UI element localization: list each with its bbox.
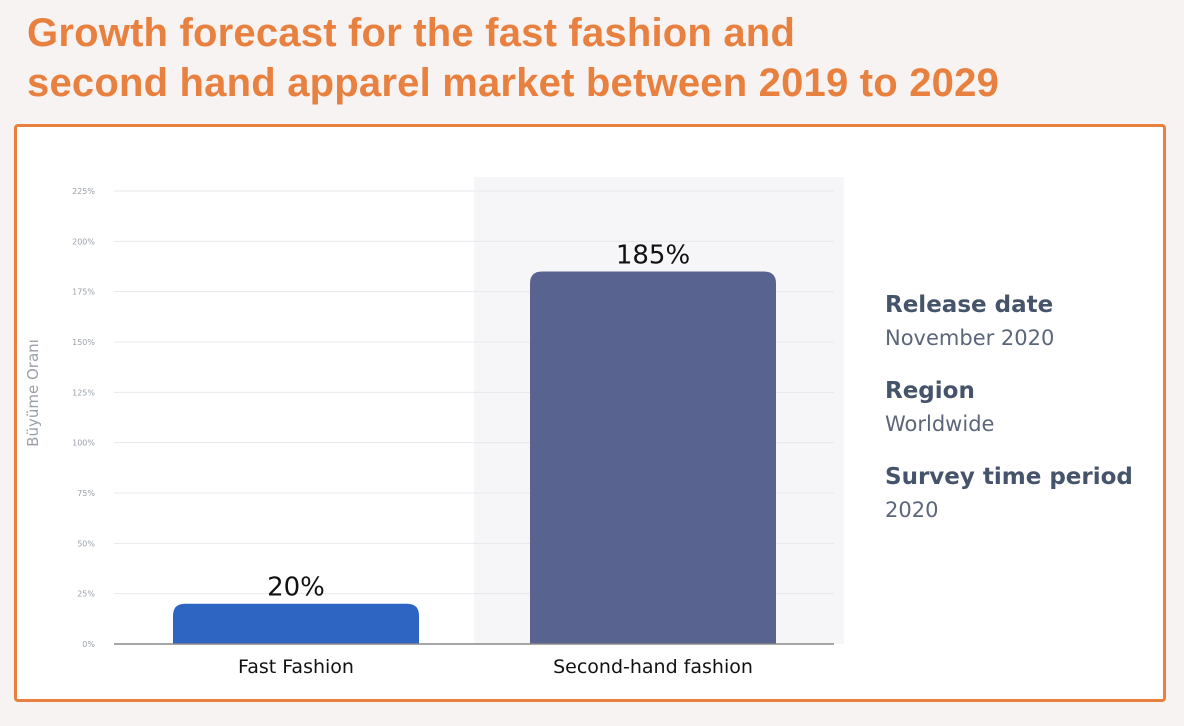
chart-panel: 0% 25% 50% 75% 100% 125% 150% 175% 200% 225% Büyüm… (14, 124, 1166, 702)
chart-title: Growth forecast for the fast fashion and… (27, 8, 999, 108)
y-axis-title: Büyüme Oranı (24, 339, 42, 447)
chart-title-line-1: Growth forecast for the fast fashion and (27, 11, 796, 55)
bar-fast-fashion (173, 603, 419, 644)
y-tick-label: 25% (77, 590, 95, 599)
info-value-region: Worldwide (885, 412, 995, 436)
info-panel: Release date November 2020 Region Worldw… (885, 289, 1133, 547)
y-tick-label: 200% (72, 237, 95, 246)
info-release-date: Release date November 2020 (885, 289, 1133, 353)
y-tick-label: 100% (72, 439, 95, 448)
info-label-survey-period: Survey time period (885, 464, 1133, 490)
y-tick-label: 150% (72, 338, 95, 347)
info-value-release-date: November 2020 (885, 326, 1055, 350)
y-tick-label: 75% (77, 489, 95, 498)
bar-chart: 0% 25% 50% 75% 100% 125% 150% 175% 200% 225% Büyüm… (24, 177, 844, 678)
data-label: 185% (616, 241, 690, 271)
info-label-region: Region (885, 378, 975, 404)
x-category-label: Second-hand fashion (553, 656, 753, 678)
info-label-release-date: Release date (885, 292, 1054, 318)
info-value-survey-period: 2020 (885, 498, 939, 522)
info-survey-period: Survey time period 2020 (885, 461, 1133, 525)
data-label: 20% (267, 573, 325, 603)
chart-title-line-2: second hand apparel market between 2019 … (27, 61, 1000, 105)
y-tick-label: 50% (77, 539, 95, 548)
y-tick-label: 0% (82, 640, 95, 649)
bar-second-hand-fashion (530, 271, 776, 644)
info-region: Region Worldwide (885, 375, 1133, 439)
x-category-label: Fast Fashion (238, 656, 354, 678)
y-tick-label: 175% (72, 288, 95, 297)
y-tick-label: 225% (72, 187, 95, 196)
y-tick-label: 125% (72, 388, 95, 397)
